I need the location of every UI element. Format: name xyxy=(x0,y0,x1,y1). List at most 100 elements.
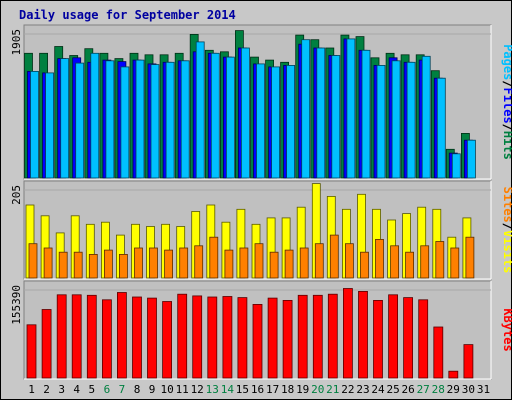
pages-bar xyxy=(60,58,70,179)
day-label: 11 xyxy=(176,383,189,396)
panel-label-part: / xyxy=(501,80,512,87)
kbytes-bar xyxy=(177,293,188,379)
kbytes-bar xyxy=(237,297,248,379)
pages-bar xyxy=(120,66,130,179)
sites-bar xyxy=(43,247,53,279)
sites-bar xyxy=(405,251,415,279)
kbytes-bar xyxy=(403,297,414,379)
panel-label-0: Pages/Files/Hits xyxy=(501,44,512,160)
panel-label-part: Sites xyxy=(501,187,512,223)
day-label: 24 xyxy=(371,383,385,396)
sites-bar xyxy=(179,247,189,279)
day-label: 29 xyxy=(447,383,460,396)
sites-bar xyxy=(450,247,460,279)
y-max-label: 1905 xyxy=(10,29,23,56)
day-label: 31 xyxy=(477,383,490,396)
kbytes-bar xyxy=(132,296,142,379)
sites-bar xyxy=(284,249,294,279)
pages-bar xyxy=(90,52,100,179)
chart-title: Daily usage for September 2014 xyxy=(19,8,236,22)
panel-label-part: Visits xyxy=(501,230,512,273)
day-label: 6 xyxy=(104,383,111,396)
day-label: 16 xyxy=(251,383,264,396)
day-label: 15 xyxy=(236,383,249,396)
day-label: 30 xyxy=(462,383,475,396)
pages-bar xyxy=(195,41,205,179)
panel-label-part: Files xyxy=(501,88,512,124)
kbytes-bar xyxy=(342,288,353,379)
pages-bar xyxy=(165,61,175,179)
sites-bar xyxy=(224,249,234,279)
pages-bar xyxy=(331,55,341,179)
kbytes-bar xyxy=(312,294,323,379)
pages-bar xyxy=(316,47,326,179)
pages-bar xyxy=(180,60,190,179)
pages-bar xyxy=(105,60,115,179)
sites-bar xyxy=(375,238,384,279)
kbytes-bar xyxy=(358,290,368,379)
pages-bar xyxy=(466,139,476,179)
sites-bar xyxy=(314,243,324,279)
pages-bar xyxy=(271,66,281,179)
sites-bar xyxy=(360,251,369,279)
pages-bar xyxy=(135,59,145,179)
sites-bar xyxy=(420,245,430,279)
pages-bar xyxy=(30,71,39,179)
day-label: 28 xyxy=(432,383,445,396)
panel-label-part: / xyxy=(501,124,512,131)
kbytes-bar xyxy=(102,299,112,379)
panel-label-part: Pages xyxy=(501,44,512,80)
pages-bar xyxy=(225,56,235,179)
kbytes-bar xyxy=(388,294,399,379)
y-max-label: 205 xyxy=(10,185,23,205)
pages-bar xyxy=(301,39,311,179)
pages-bar xyxy=(346,38,356,179)
panel-label-1: Sites/Visits xyxy=(501,187,512,274)
kbytes-bar xyxy=(267,297,278,379)
pages-bar xyxy=(391,60,401,179)
day-label: 3 xyxy=(58,383,65,396)
day-label: 8 xyxy=(134,383,141,396)
day-label: 13 xyxy=(206,383,219,396)
panel-label-part: / xyxy=(501,223,512,230)
pages-bar xyxy=(406,61,416,179)
kbytes-bar xyxy=(56,294,67,379)
kbytes-bar xyxy=(327,293,338,379)
day-label: 18 xyxy=(281,383,294,396)
pages-bar xyxy=(45,72,54,179)
sites-bar xyxy=(299,247,309,279)
day-label: 19 xyxy=(296,383,309,396)
day-label: 5 xyxy=(88,383,95,396)
kbytes-bar xyxy=(41,309,52,379)
kbytes-bar xyxy=(71,294,82,379)
sites-bar xyxy=(88,253,98,279)
kbytes-bar xyxy=(147,297,157,379)
pages-bar xyxy=(361,49,371,179)
panel-label-part: Hits xyxy=(501,131,512,160)
sites-bar xyxy=(119,253,128,279)
kbytes-bar xyxy=(282,299,293,379)
day-label: 4 xyxy=(73,383,80,396)
day-label: 21 xyxy=(326,383,339,396)
day-label: 17 xyxy=(266,383,279,396)
pages-bar xyxy=(210,52,220,179)
pages-bar xyxy=(75,62,85,179)
panel-label-part: KBytes xyxy=(501,308,512,351)
day-label: 10 xyxy=(160,383,173,396)
sites-bar xyxy=(344,243,354,279)
sites-bar xyxy=(254,243,264,279)
kbytes-bar xyxy=(117,292,127,379)
pages-bar xyxy=(150,64,160,179)
kbytes-bar xyxy=(418,299,429,379)
pages-bar xyxy=(256,63,265,179)
panel-0: 1905 xyxy=(10,24,492,180)
day-label: 2 xyxy=(43,383,50,396)
pages-bar xyxy=(286,65,296,179)
day-label: 25 xyxy=(386,383,399,396)
sites-bar xyxy=(134,247,143,279)
sites-bar xyxy=(73,251,83,279)
sites-bar xyxy=(28,243,38,279)
kbytes-bar xyxy=(252,303,263,379)
